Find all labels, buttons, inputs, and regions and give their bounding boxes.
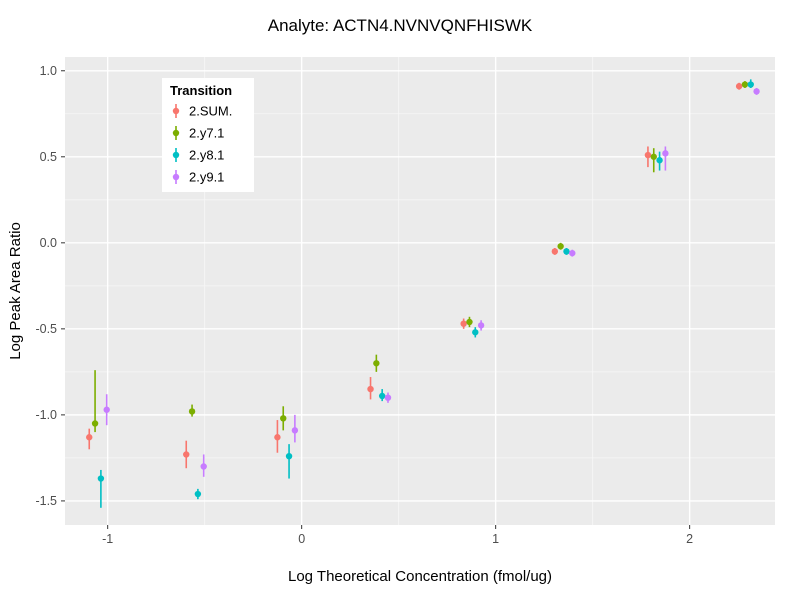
data-point	[735, 83, 743, 90]
data-point	[91, 420, 99, 427]
y-tick-label: -1.5	[35, 494, 57, 508]
data-point	[188, 408, 196, 415]
legend-entry-label: 2.y7.1	[189, 126, 224, 141]
data-series-layer	[86, 79, 760, 508]
data-point	[747, 81, 754, 88]
data-point	[466, 318, 473, 326]
series-2.SUM.	[86, 82, 743, 469]
data-point	[460, 320, 467, 327]
data-point	[378, 392, 386, 400]
data-point	[194, 490, 202, 498]
chart-title: Analyte: ACTN4.NVNVQNFHISWK	[268, 16, 533, 35]
y-tick-label: -1.0	[35, 408, 57, 422]
legend-title: Transition	[170, 83, 232, 98]
data-point	[656, 157, 663, 164]
series-2.y8.1	[97, 79, 754, 508]
data-point	[280, 415, 287, 422]
x-tick-label: 2	[686, 532, 693, 546]
data-point	[569, 249, 576, 257]
data-point	[183, 451, 190, 458]
series-2.y9.1	[103, 87, 760, 477]
x-tick-label: -1	[102, 532, 113, 546]
x-tick-label: 1	[492, 532, 499, 546]
series-2.y7.1	[91, 81, 749, 433]
data-point	[563, 248, 570, 255]
data-point	[650, 153, 657, 160]
data-point	[291, 427, 299, 434]
data-point	[86, 434, 93, 441]
legend-entry-label: 2.SUM.	[189, 104, 232, 119]
data-point	[477, 322, 485, 329]
data-point	[274, 434, 281, 441]
y-tick-label: 0.5	[40, 150, 57, 164]
data-point	[644, 151, 652, 159]
legend-entry-label: 2.y9.1	[189, 170, 224, 185]
data-point	[384, 394, 392, 401]
data-point	[557, 243, 564, 250]
legend-key-point	[172, 173, 180, 181]
data-point	[753, 88, 760, 95]
legend-entry-label: 2.y8.1	[189, 148, 224, 163]
y-tick-label: -0.5	[35, 322, 57, 336]
x-axis-label: Log Theoretical Concentration (fmol/ug)	[288, 568, 552, 585]
axis-layer: -1 0 1 2 -1.5 -1.0 -0.5 0.0 0.5 1.0	[35, 64, 693, 546]
data-point	[103, 406, 110, 413]
legend: Transition 2.SUM. 2.y7.1 2.y8.1 2.y9.1	[162, 78, 254, 192]
x-tick-label: 0	[298, 532, 305, 546]
data-point	[285, 452, 293, 460]
y-tick-label: 0.0	[40, 236, 57, 250]
legend-key-point	[172, 107, 180, 115]
y-axis-label: Log Peak Area Ratio	[7, 222, 24, 360]
data-point	[551, 248, 559, 255]
legend-key-point	[172, 129, 180, 137]
data-point	[472, 329, 479, 336]
data-point	[200, 463, 207, 470]
data-point	[373, 360, 380, 367]
data-point	[741, 81, 749, 88]
legend-key-point	[172, 151, 180, 159]
data-point	[367, 385, 374, 393]
y-tick-label: 1.0	[40, 64, 57, 78]
data-point	[97, 475, 105, 482]
data-point	[662, 150, 669, 157]
